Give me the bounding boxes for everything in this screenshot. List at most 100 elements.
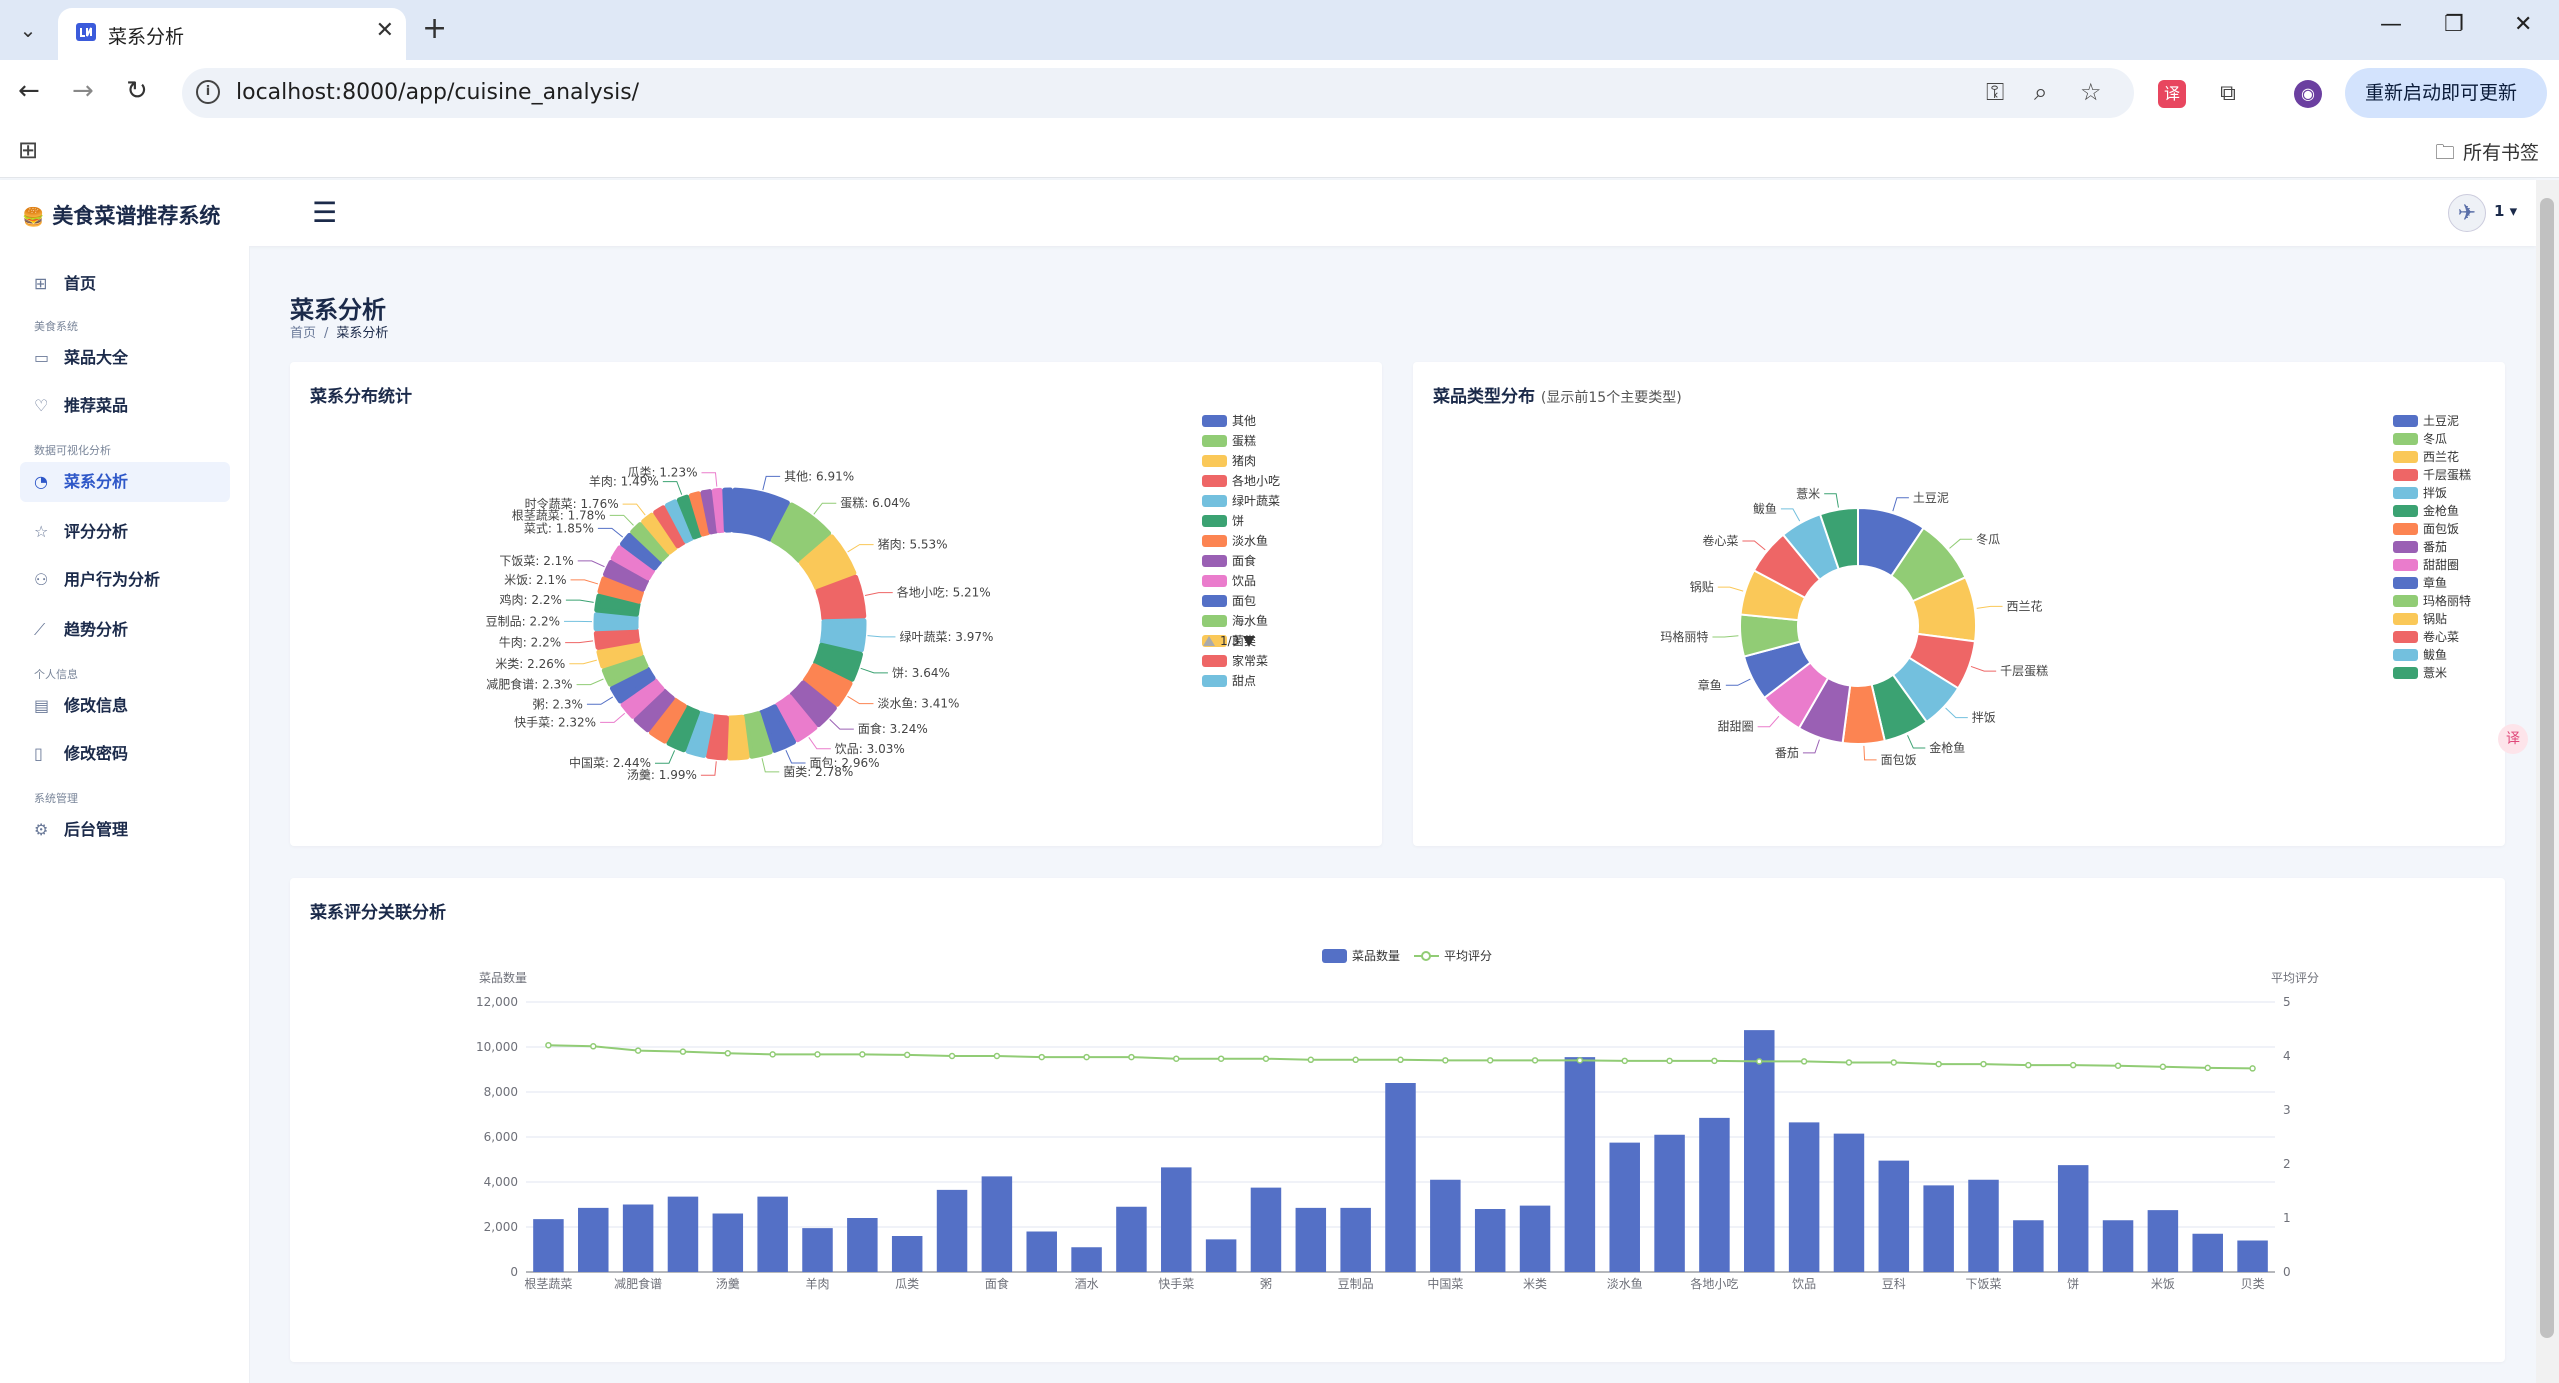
label-leader-line: [1742, 540, 1766, 551]
pie-slice: [648, 697, 687, 744]
legend-swatch: [1202, 475, 1227, 487]
sidebar-item-home[interactable]: ⊞ 首页: [20, 264, 230, 304]
rating-point: [1531, 1057, 1539, 1064]
bar: [1295, 1207, 1327, 1272]
back-icon[interactable]: ←: [18, 76, 40, 106]
label-leader-line: [662, 481, 683, 495]
user-avatar[interactable]: ✈: [2448, 194, 2486, 232]
bar: [2102, 1220, 2134, 1272]
extensions-puzzle-icon[interactable]: ⧉: [2220, 81, 2236, 106]
translate-extension-icon[interactable]: 译: [2158, 80, 2186, 108]
tab-search-icon[interactable]: ⌄: [19, 18, 37, 42]
sidebar-item-trend[interactable]: ⟋ 趋势分析: [20, 610, 230, 650]
users-icon: ⚇: [34, 570, 49, 589]
pie-slice: [676, 494, 703, 540]
legend-swatch: [2393, 631, 2418, 643]
y-tick-left: 12,000: [476, 995, 518, 1009]
sidebar-item-cuisine[interactable]: ◔ 菜系分析: [20, 462, 230, 502]
rating-point: [1397, 1056, 1404, 1064]
sidebar-item-recipes[interactable]: ▭ 菜品大全: [20, 338, 230, 378]
slice-label: 卷心菜: [1702, 533, 1738, 548]
rating-point: [724, 1050, 732, 1057]
bar: [981, 1176, 1013, 1272]
bar: [802, 1228, 833, 1272]
apps-grid-icon[interactable]: ⊞: [18, 136, 39, 164]
gear-icon: ⚙: [34, 820, 49, 839]
x-tick-label: 减肥食谱: [614, 1276, 662, 1291]
sidebar-item-admin[interactable]: ⚙ 后台管理: [20, 810, 230, 850]
forward-icon[interactable]: →: [72, 76, 94, 106]
bookmark-star-icon[interactable]: ☆: [2080, 78, 2102, 106]
translate-float-icon[interactable]: 译: [2498, 724, 2528, 754]
restart-update-button[interactable]: 重新启动即可更新 ⋮: [2345, 68, 2547, 154]
sidebar-item-recommend[interactable]: ♡ 推荐菜品: [20, 386, 230, 426]
page-scrollbar[interactable]: [2536, 180, 2559, 1383]
legend-swatch: [1202, 615, 1227, 627]
scrollbar-thumb[interactable]: [2540, 198, 2554, 1338]
sidebar-item-behavior[interactable]: ⚇ 用户行为分析: [20, 560, 230, 600]
bar: [1385, 1083, 1416, 1272]
pie-slice: [802, 663, 853, 707]
password-key-icon[interactable]: ⚿: [1986, 78, 2005, 106]
slice-label: 菌类: 2.78%: [783, 765, 853, 779]
pie-slice: [727, 714, 750, 761]
all-bookmarks-button[interactable]: 🗀 所有书签: [2435, 138, 2539, 172]
pie-slice: [610, 545, 656, 581]
breadcrumb: 首页 / 菜系分析: [290, 322, 388, 341]
profile-avatar-icon[interactable]: ◉: [2294, 80, 2322, 108]
slice-label: 鸡肉: 2.2%: [500, 592, 562, 607]
new-tab-icon[interactable]: +: [422, 11, 448, 46]
close-window-icon[interactable]: ✕: [2514, 12, 2533, 37]
sidebar-item-rating[interactable]: ☆ 评分分析: [20, 512, 230, 552]
pie-slice: [774, 694, 818, 743]
rating-point: [1262, 1055, 1270, 1062]
label-leader-line: [1717, 586, 1744, 592]
legend-item: 薏米: [2423, 666, 2447, 680]
rating-point: [1352, 1056, 1359, 1064]
breadcrumb-home[interactable]: 首页: [290, 326, 317, 341]
rating-point: [903, 1051, 911, 1059]
address-bar[interactable]: i localhost:8000/app/cuisine_analysis/ ⚿…: [182, 68, 2134, 118]
slice-label: 时令蔬菜: 1.76%: [525, 496, 619, 511]
rating-point: [1756, 1058, 1763, 1065]
label-leader-line: [576, 678, 604, 686]
x-tick-label: 根茎蔬菜: [524, 1277, 572, 1291]
brand-name: 美食菜谱推荐系统: [52, 204, 221, 228]
user-dropdown[interactable]: 1 ▾: [2494, 202, 2518, 220]
label-leader-line: [570, 579, 599, 585]
bar: [1071, 1247, 1102, 1272]
restore-icon[interactable]: ❐: [2444, 12, 2464, 37]
sidebar-section-personal: 个人信息: [34, 668, 78, 681]
pie-slice: [620, 678, 665, 719]
bar: [622, 1204, 654, 1272]
legend-item: 菜品数量: [1352, 948, 1400, 963]
y-tick-left: 6,000: [484, 1130, 518, 1144]
bar: [1968, 1179, 1999, 1272]
zoom-icon[interactable]: ⌕: [2034, 78, 2048, 106]
pie-slice: [619, 532, 662, 571]
rating-point: [1442, 1057, 1449, 1064]
site-info-icon[interactable]: i: [196, 80, 220, 104]
sidebar-item-password[interactable]: ▯ 修改密码: [20, 734, 230, 774]
sidebar-item-label: 修改密码: [64, 744, 129, 763]
sidebar-item-profile[interactable]: ▤ 修改信息: [20, 686, 230, 726]
tab-close-icon[interactable]: ✕: [375, 18, 394, 43]
legend-swatch: [1202, 675, 1227, 687]
label-leader-line: [785, 749, 806, 764]
legend-item: 淡水鱼: [1232, 534, 1268, 548]
url-text[interactable]: localhost:8000/app/cuisine_analysis/: [236, 80, 640, 105]
label-leader-line: [1907, 735, 1926, 749]
browser-tab[interactable]: 菜系分析 ✕: [58, 8, 406, 60]
label-leader-line: [1725, 678, 1751, 686]
menu-toggle-icon[interactable]: ☰: [312, 196, 338, 229]
minimize-icon[interactable]: —: [2380, 12, 2402, 37]
label-leader-line: [1802, 739, 1820, 754]
dish-type-card: 土豆泥 冬瓜 西兰花 千层蛋糕 拌饭 金枪鱼 面包饭 番茄 甜甜圈 章鱼 玛格丽特 锅贴 卷心菜 鲅鱼 薏米…: [1413, 362, 2505, 846]
brand[interactable]: 🍔 美食菜谱推荐系统: [22, 200, 220, 230]
legend-item: 饮品: [1232, 574, 1256, 588]
label-leader-line: [1976, 605, 2003, 609]
reload-icon[interactable]: ↻: [126, 76, 148, 106]
slice-label: 面包饭: [1881, 753, 1917, 767]
rating-point: [1621, 1057, 1628, 1065]
pie-slice: [666, 705, 701, 753]
